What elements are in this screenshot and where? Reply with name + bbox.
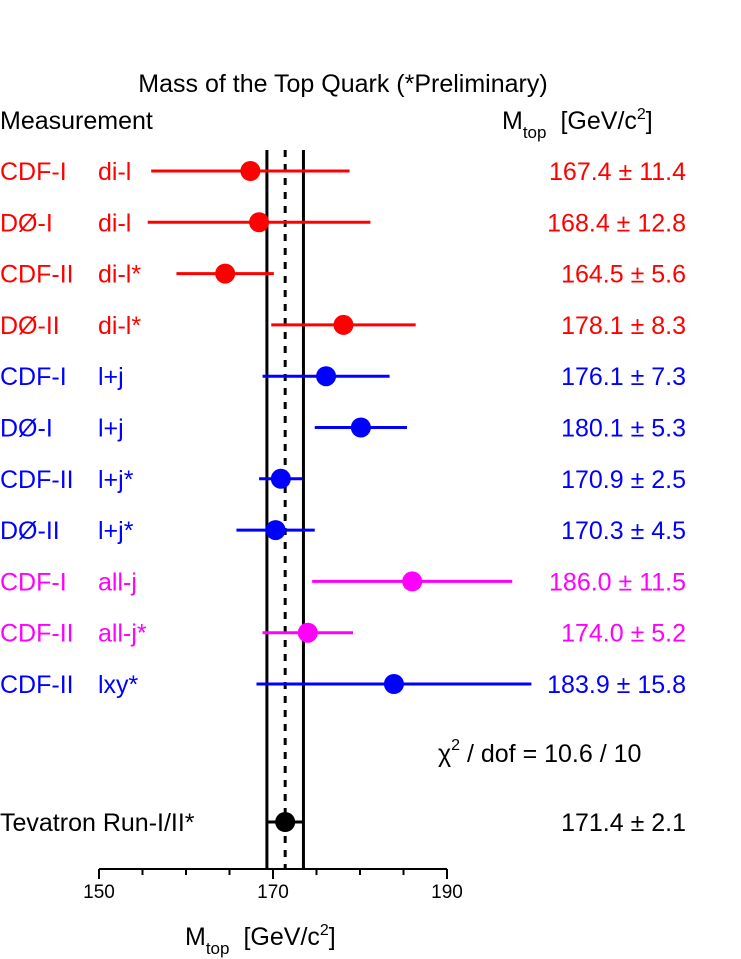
combination-label: Tevatron Run-I/II* [0, 809, 195, 837]
channel-label: di-l* [98, 261, 141, 289]
measurement-row: CDF-I di-l 167.4 ± 11.4 [0, 158, 686, 186]
channel-label: l+j* [98, 466, 134, 494]
measurement-rows: CDF-I di-l 167.4 ± 11.4 DØ-I di-l 168.4 ± 12.… [0, 158, 686, 837]
value-header-sub: top [523, 123, 547, 142]
data-point [333, 314, 354, 335]
chi2-symbol: χ [438, 740, 451, 768]
experiment-label: DØ-I [0, 415, 53, 443]
measurement-row: CDF-II l+j* 170.9 ± 2.5 [0, 466, 686, 494]
x-axis-label-unit-sup: 2 [320, 922, 329, 939]
measurement-row: CDF-II all-j* 174.0 ± 5.2 [0, 620, 686, 648]
svg-text:Mtop[GeV/c2]: Mtop [GeV/c2] [185, 922, 336, 958]
x-tick-label: 150 [83, 882, 115, 903]
combination-value-label: 171.4 ± 2.1 [561, 809, 686, 837]
experiment-label: CDF-I [0, 363, 67, 391]
measurement-row: CDF-I all-j 186.0 ± 11.5 [0, 568, 686, 596]
value-column-header: Mtop [GeV/c2] [502, 106, 653, 142]
measurement-row: CDF-I l+j 176.1 ± 7.3 [0, 363, 686, 391]
channel-label: l+j* [98, 517, 134, 545]
experiment-label: DØ-II [0, 312, 60, 340]
channel-label: di-l* [98, 312, 141, 340]
measurement-row: DØ-I di-l 168.4 ± 12.8 [0, 209, 686, 237]
data-point [316, 366, 337, 387]
value-label: 167.4 ± 11.4 [549, 158, 686, 186]
experiment-label: CDF-I [0, 568, 67, 596]
experiment-label: DØ-II [0, 517, 60, 545]
value-label: 186.0 ± 11.5 [549, 568, 686, 596]
x-axis-label-sub: top [206, 939, 230, 958]
chart-title: Mass of the Top Quark (*Preliminary) [138, 70, 547, 98]
chi2-sup: 2 [451, 737, 460, 754]
channel-label: all-j [98, 568, 137, 596]
combination-point [275, 812, 296, 832]
x-axis: 150 170 190 [83, 868, 463, 903]
channel-label: all-j* [98, 620, 147, 648]
value-label: 170.9 ± 2.5 [561, 466, 686, 494]
combination-row: Tevatron Run-I/II* 171.4 ± 2.1 [0, 809, 686, 837]
data-point [265, 520, 286, 541]
value-header-unit-close: ] [646, 107, 653, 135]
value-label: 178.1 ± 8.3 [561, 312, 686, 340]
experiment-label: CDF-II [0, 671, 74, 699]
data-point [270, 468, 291, 489]
data-point [215, 263, 236, 284]
svg-text:Mtop[GeV/c2]: Mtop [GeV/c2] [502, 106, 653, 142]
value-header-base: M [502, 107, 523, 135]
data-point [297, 622, 318, 643]
data-point [240, 161, 261, 181]
chi2-annotation: χ2 / dof = 10.6 / 10 [438, 737, 641, 768]
experiment-label: CDF-II [0, 466, 74, 494]
measurement-column-header: Measurement [0, 107, 153, 135]
experiment-label: CDF-II [0, 620, 74, 648]
value-label: 168.4 ± 12.8 [547, 209, 686, 237]
measurement-row: DØ-I l+j 180.1 ± 5.3 [0, 415, 686, 443]
chi2-text: / dof = 10.6 / 10 [460, 740, 641, 768]
channel-label: di-l [98, 158, 131, 186]
channel-label: l+j [98, 363, 124, 391]
experiment-label: CDF-I [0, 158, 67, 186]
x-axis-label-base: M [185, 923, 206, 951]
x-axis-label-unit-close: ] [329, 923, 336, 951]
measurement-row: CDF-II di-l* 164.5 ± 5.6 [0, 261, 686, 289]
data-point [383, 674, 404, 694]
x-axis-label-unit: [GeV/c [243, 923, 319, 951]
value-header-unit: [GeV/c [560, 107, 636, 135]
measurement-row: DØ-II di-l* 178.1 ± 8.3 [0, 312, 686, 340]
value-label: 180.1 ± 5.3 [561, 415, 686, 443]
plot-area [265, 150, 305, 869]
value-header-unit-sup: 2 [637, 106, 646, 123]
data-point [249, 212, 270, 233]
measurement-row: CDF-II lxy* 183.9 ± 15.8 [0, 671, 686, 699]
value-label: 164.5 ± 5.6 [561, 261, 686, 289]
x-axis-label: Mtop [GeV/c2] [185, 922, 336, 958]
value-label: 170.3 ± 4.5 [561, 517, 686, 545]
value-label: 174.0 ± 5.2 [561, 620, 686, 648]
value-label: 183.9 ± 15.8 [547, 671, 686, 699]
channel-label: lxy* [98, 671, 139, 699]
experiment-label: CDF-II [0, 261, 74, 289]
measurement-row: DØ-II l+j* 170.3 ± 4.5 [0, 517, 686, 545]
experiment-label: DØ-I [0, 209, 53, 237]
x-tick-label: 190 [431, 882, 463, 903]
svg-text:χ2 / dof = 10.6 / 10: χ2 / dof = 10.6 / 10 [438, 737, 641, 768]
x-tick-label: 170 [257, 882, 289, 903]
data-point [350, 417, 371, 438]
channel-label: di-l [98, 209, 131, 237]
channel-label: l+j [98, 415, 124, 443]
value-label: 176.1 ± 7.3 [561, 363, 686, 391]
data-point [402, 571, 423, 592]
